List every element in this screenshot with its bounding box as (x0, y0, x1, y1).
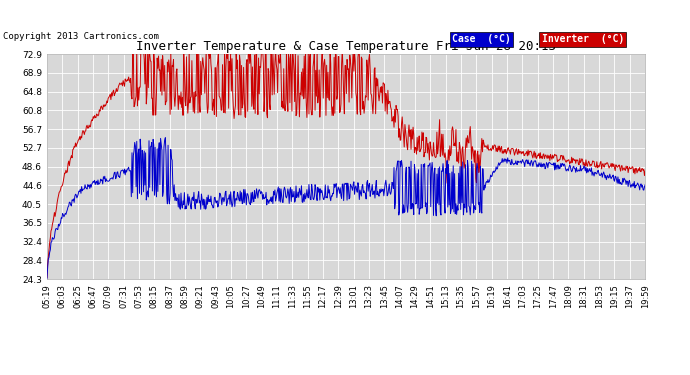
Text: Inverter  (°C): Inverter (°C) (542, 34, 624, 44)
Text: Copyright 2013 Cartronics.com: Copyright 2013 Cartronics.com (3, 32, 159, 41)
Text: Case  (°C): Case (°C) (452, 34, 511, 44)
Title: Inverter Temperature & Case Temperature Fri Jun 28 20:13: Inverter Temperature & Case Temperature … (136, 40, 556, 53)
